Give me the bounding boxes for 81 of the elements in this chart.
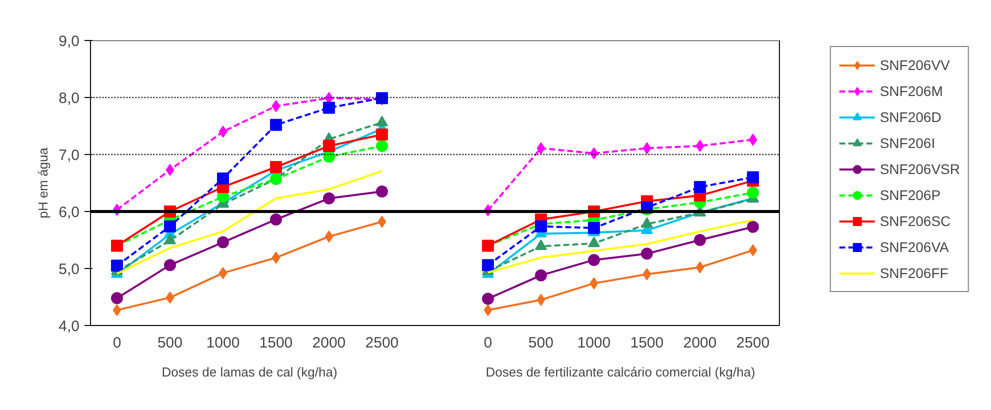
legend-label: SNF206M	[880, 83, 943, 99]
point	[272, 252, 280, 264]
point	[746, 171, 759, 184]
legend-label: SNF206D	[880, 109, 942, 125]
point	[376, 116, 388, 126]
point	[640, 248, 653, 260]
legend-label: SNF206SC	[880, 213, 951, 229]
point	[322, 150, 335, 163]
point	[694, 180, 706, 193]
point	[270, 161, 282, 174]
y-tick-label: 7,0	[58, 147, 80, 164]
point	[696, 140, 704, 152]
point	[536, 294, 546, 306]
point	[642, 268, 652, 280]
point	[642, 142, 652, 154]
point	[270, 213, 282, 226]
y-axis-title: pH em água	[36, 146, 51, 218]
legend-label: SNF206I	[880, 135, 936, 151]
point	[164, 234, 176, 244]
point	[588, 236, 600, 248]
text: Doses de lamas de cal (kg/ha)	[162, 364, 338, 380]
legend-label: SNF206FF	[880, 265, 948, 281]
x-tick-label: 0	[112, 334, 122, 352]
point	[216, 236, 229, 248]
x-tick-label: 500	[157, 334, 183, 352]
x-tick-label: 500	[528, 334, 554, 352]
point	[748, 244, 758, 256]
point	[112, 304, 122, 316]
x-tick-label: 1000	[206, 334, 240, 352]
x-tick-label: 2000	[312, 334, 346, 352]
point	[484, 304, 492, 316]
point	[588, 254, 600, 266]
legend-label: SNF206P	[880, 187, 941, 203]
point	[376, 128, 388, 141]
point	[378, 216, 386, 228]
point	[324, 230, 334, 243]
x-tick-label: 1000	[577, 334, 611, 352]
point	[270, 118, 282, 131]
point	[322, 140, 335, 152]
point	[218, 126, 228, 138]
point	[166, 292, 174, 304]
x-tick-label: 1500	[630, 334, 664, 352]
point	[588, 222, 600, 234]
text: Doses de fertilizante calcário comercial (kg/ha)	[486, 364, 756, 380]
point	[216, 172, 229, 184]
y-tick-label: 8,0	[58, 90, 80, 107]
point	[534, 269, 547, 282]
point	[376, 140, 388, 152]
point	[536, 142, 546, 154]
y-tick-label: 6,0	[58, 204, 80, 221]
x-tick-label: 2500	[736, 334, 770, 352]
point	[590, 147, 598, 160]
x-tick-label: 2000	[683, 334, 717, 352]
y-tick-label: 9,0	[58, 33, 80, 50]
x-tick-label: 1500	[259, 334, 293, 352]
point	[218, 267, 228, 280]
point	[164, 220, 176, 232]
point	[322, 102, 335, 114]
y-tick-label: 5,0	[58, 261, 80, 278]
x-tick-label: 2500	[365, 334, 399, 352]
point	[164, 259, 176, 272]
point	[482, 292, 494, 305]
point	[748, 134, 758, 146]
point	[166, 164, 174, 176]
point	[590, 277, 598, 290]
point	[640, 217, 653, 228]
point	[696, 261, 704, 274]
y-tick-label: 4,0	[58, 318, 80, 335]
legend-label: SNF206VSR	[880, 161, 960, 177]
legend-label: SNF206VA	[880, 239, 949, 255]
point	[376, 186, 388, 198]
x-tick-label: 0	[484, 334, 492, 352]
point	[694, 234, 706, 246]
point	[746, 220, 759, 233]
point	[482, 259, 494, 272]
point	[746, 186, 759, 199]
point	[110, 292, 123, 304]
point	[272, 100, 280, 112]
point	[110, 260, 123, 272]
point	[322, 192, 335, 204]
legend-label: SNF206VV	[880, 57, 950, 73]
